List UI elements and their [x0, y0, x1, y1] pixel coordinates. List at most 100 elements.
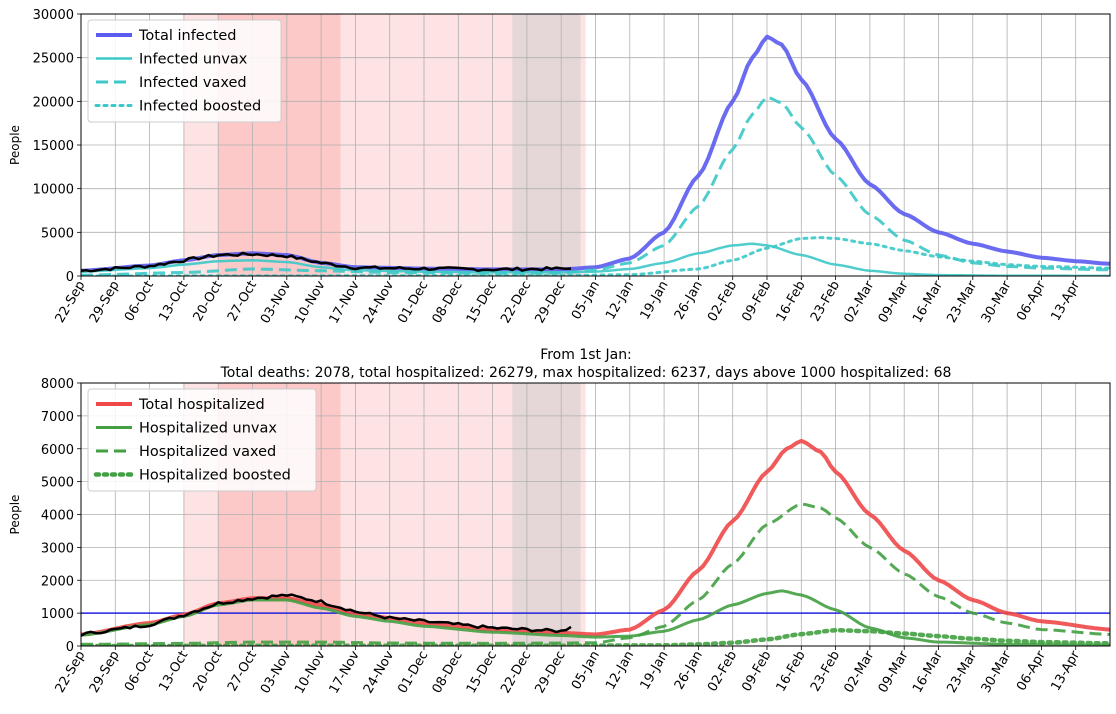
x-tick-label: 12-Jan — [603, 649, 637, 693]
x-tick-label: 22-Dec — [498, 279, 534, 327]
y-axis-label: People — [8, 495, 22, 535]
hospital-chart-title-line2: Total deaths: 2078, total hospitalized: … — [220, 365, 952, 381]
x-tick-label: 24-Nov — [361, 648, 397, 696]
legend-label: Hospitalized vaxed — [139, 444, 276, 460]
x-tick-label: 03-Nov — [258, 648, 294, 696]
x-tick-label: 23-Feb — [808, 279, 843, 325]
y-tick-label: 4000 — [41, 509, 74, 524]
x-tick-label: 30-Mar — [979, 648, 1015, 696]
x-tick-label: 02-Mar — [841, 648, 877, 696]
x-tick-label: 08-Dec — [430, 279, 466, 327]
x-tick-label: 22-Sep — [53, 279, 89, 326]
x-tick-label: 08-Dec — [430, 649, 466, 697]
x-tick-label: 09-Feb — [739, 649, 774, 695]
legend-label: Infected unvax — [139, 52, 248, 68]
series-observed-data — [81, 593, 572, 637]
y-axis-label: People — [8, 125, 22, 165]
x-tick-label: 13-Apr — [1048, 278, 1083, 324]
series-infected-unvax — [81, 242, 1110, 276]
x-tick-label: 29-Dec — [532, 649, 568, 697]
x-tick-label: 22-Sep — [53, 649, 89, 696]
x-tick-label: 16-Mar — [910, 648, 946, 696]
x-tick-label: 09-Mar — [876, 648, 912, 696]
legend-box — [87, 388, 317, 492]
x-tick-label: 02-Mar — [841, 278, 877, 326]
y-tick-label: 0 — [66, 270, 74, 285]
series-infected-vaxed — [81, 95, 1110, 276]
y-tick-label: 0 — [66, 640, 74, 655]
x-tick-label: 27-Oct — [225, 649, 260, 695]
y-tick-label: 3000 — [41, 541, 74, 556]
legend-label: Total infected — [138, 28, 237, 44]
x-tick-label: 17-Nov — [327, 278, 363, 326]
x-tick-label: 20-Oct — [191, 279, 226, 325]
legend-box — [87, 19, 282, 123]
x-tick-label: 06-Apr — [1014, 648, 1049, 694]
x-tick-label: 06-Oct — [122, 279, 157, 325]
legend-label: Total hospitalized — [138, 397, 265, 413]
x-tick-label: 19-Jan — [638, 279, 672, 323]
x-tick-label: 13-Apr — [1048, 648, 1083, 694]
plot-frame — [80, 382, 1111, 647]
x-tick-label: 09-Feb — [739, 279, 774, 325]
series-hospitalized-vaxed — [81, 502, 1110, 646]
x-tick-label: 02-Feb — [705, 649, 740, 695]
x-tick-label: 09-Mar — [876, 278, 912, 326]
x-tick-label: 16-Mar — [910, 278, 946, 326]
y-tick-label: 10000 — [33, 183, 74, 198]
x-tick-label: 26-Jan — [672, 279, 706, 323]
x-tick-label: 24-Nov — [361, 278, 397, 326]
x-tick-label: 06-Apr — [1014, 278, 1049, 324]
x-tick-label: 13-Oct — [156, 649, 191, 695]
x-tick-label: 06-Oct — [122, 649, 157, 695]
y-tick-label: 30000 — [33, 8, 74, 23]
x-tick-label: 16-Feb — [774, 279, 809, 325]
x-tick-label: 19-Jan — [638, 649, 672, 693]
x-tick-label: 26-Jan — [672, 649, 706, 693]
x-tick-label: 01-Dec — [395, 279, 431, 327]
y-tick-label: 1000 — [41, 607, 74, 622]
y-tick-label: 15000 — [33, 139, 74, 154]
x-tick-label: 20-Oct — [191, 649, 226, 695]
x-tick-label: 15-Dec — [464, 649, 500, 697]
x-tick-label: 27-Oct — [225, 279, 260, 325]
legend-label: Infected vaxed — [139, 75, 247, 91]
y-tick-label: 2000 — [41, 574, 74, 589]
x-tick-label: 05-Jan — [569, 279, 603, 323]
hospital-chart-title-line1: From 1st Jan: — [540, 347, 632, 363]
x-tick-label: 12-Jan — [603, 279, 637, 323]
plot-frame — [80, 13, 1111, 277]
x-tick-label: 29-Sep — [87, 649, 123, 696]
y-tick-label: 5000 — [41, 226, 74, 241]
x-tick-label: 23-Mar — [944, 278, 980, 326]
x-tick-label: 03-Nov — [258, 278, 294, 326]
y-tick-label: 20000 — [33, 95, 74, 110]
x-tick-label: 10-Nov — [292, 648, 328, 696]
x-tick-label: 23-Feb — [808, 649, 843, 695]
legend: Total infected Infected unvax Infected vax… — [87, 19, 282, 123]
x-tick-label: 01-Dec — [395, 649, 431, 697]
x-tick-label: 16-Feb — [774, 649, 809, 695]
y-tick-label: 7000 — [41, 410, 74, 425]
series-observed-data — [81, 251, 572, 273]
x-tick-label: 29-Dec — [532, 279, 568, 327]
x-tick-label: 10-Nov — [292, 278, 328, 326]
y-tick-label: 5000 — [41, 476, 74, 491]
legend-label: Infected boosted — [139, 99, 261, 115]
x-tick-label: 30-Mar — [979, 278, 1015, 326]
x-tick-label: 05-Jan — [569, 649, 603, 693]
x-tick-label: 22-Dec — [498, 649, 534, 697]
legend-label: Hospitalized unvax — [139, 421, 277, 437]
y-tick-label: 25000 — [33, 52, 74, 67]
series-total-infected — [81, 34, 1110, 273]
x-tick-label: 29-Sep — [87, 279, 123, 326]
x-tick-label: 17-Nov — [327, 648, 363, 696]
y-tick-label: 8000 — [41, 377, 74, 392]
legend: Total hospitalized Hospitalized unvax Hosp… — [87, 388, 317, 492]
legend-label: Hospitalized boosted — [139, 468, 291, 484]
x-tick-label: 13-Oct — [156, 279, 191, 325]
x-tick-label: 15-Dec — [464, 278, 500, 326]
